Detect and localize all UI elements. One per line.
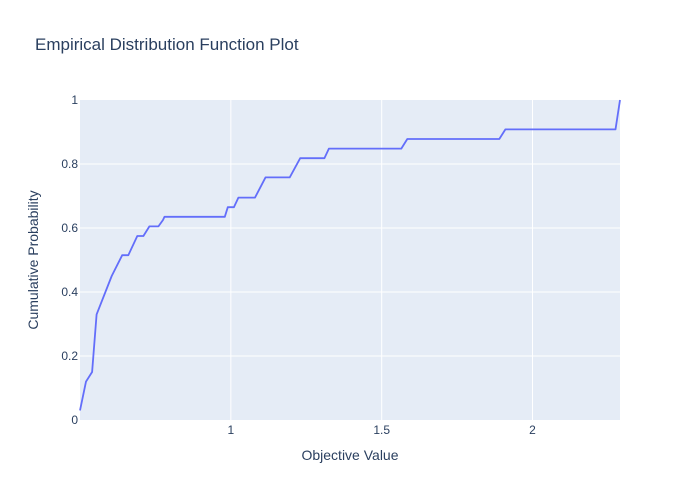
x-tick-label: 2	[529, 423, 536, 437]
y-axis-ticks: 0 0.2 0.4 0.6 0.8 1	[61, 93, 78, 427]
y-axis-title: Cumulative Probability	[25, 190, 41, 329]
x-tick-label: 1.5	[373, 423, 390, 437]
y-tick-label: 0	[71, 413, 78, 427]
edf-line	[79, 99, 621, 411]
y-tick-label: 0.4	[61, 285, 78, 299]
x-tick-label: 1	[227, 423, 234, 437]
x-axis-title: Objective Value	[301, 447, 398, 463]
y-tick-label: 1	[71, 93, 78, 107]
plot-area	[80, 100, 620, 420]
y-tick-label: 0.8	[61, 157, 78, 171]
x-axis-ticks: 1 1.5 2	[227, 423, 536, 437]
chart-title: Empirical Distribution Function Plot	[35, 35, 299, 54]
series-layer	[79, 99, 621, 411]
y-tick-label: 0.6	[61, 221, 78, 235]
y-tick-label: 0.2	[61, 349, 78, 363]
gridlines	[80, 100, 620, 420]
